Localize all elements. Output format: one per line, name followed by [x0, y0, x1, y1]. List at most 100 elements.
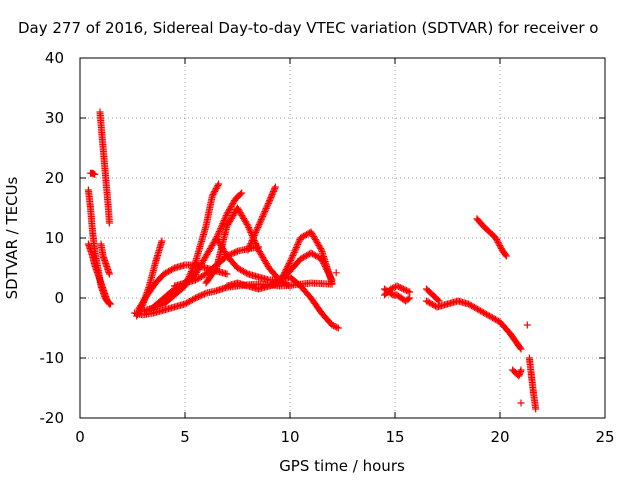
data-point-marker: [294, 240, 302, 248]
data-point-marker: [220, 216, 228, 224]
data-point-marker: [261, 208, 269, 216]
data-point-marker: [289, 252, 297, 260]
data-point-marker: [285, 260, 293, 267]
data-point-marker: [495, 240, 503, 248]
data-point-marker: [257, 217, 265, 225]
data-point-marker: [211, 188, 219, 195]
data-point-marker: [268, 192, 276, 200]
data-point-marker: [310, 251, 318, 259]
data-point-marker: [267, 194, 275, 201]
data-point-marker: [209, 191, 217, 198]
data-point-marker: [213, 183, 221, 191]
x-tick-label: 25: [595, 428, 614, 446]
data-point-marker: [196, 273, 204, 281]
data-point-marker: [286, 282, 294, 290]
data-point-marker: [160, 270, 168, 278]
data-point-marker: [256, 219, 264, 227]
data-point-marker: [477, 307, 484, 315]
data-point-marker: [163, 268, 171, 276]
data-point-marker: [481, 309, 489, 317]
x-tick-label: 20: [490, 428, 509, 446]
data-point-marker: [429, 300, 436, 308]
data-point-marker: [247, 240, 255, 248]
x-tick-label: 10: [280, 428, 299, 446]
data-point-marker: [297, 234, 304, 242]
data-point-marker: [317, 245, 325, 252]
data-point-marker: [133, 312, 141, 320]
data-point-marker: [227, 203, 235, 210]
y-tick-label: 40: [45, 49, 64, 67]
data-point-marker: [249, 235, 257, 243]
data-point-marker: [324, 267, 331, 275]
data-point-marker: [269, 188, 277, 195]
data-point-marker: [496, 242, 504, 249]
data-point-marker: [393, 282, 401, 290]
data-point-marker: [240, 267, 247, 275]
data-point-marker: [212, 265, 220, 273]
data-point-marker: [241, 268, 249, 276]
data-point-marker: [472, 304, 480, 312]
data-point-marker: [187, 297, 195, 305]
data-point-marker: [183, 299, 190, 307]
data-point-marker: [396, 284, 404, 291]
data-point-marker: [298, 233, 306, 241]
data-point-marker: [301, 231, 309, 239]
data-point-marker: [245, 224, 253, 232]
data-point-marker: [162, 269, 169, 277]
y-axis-label: SDTVAR / TECUs: [3, 176, 21, 299]
data-point-marker: [193, 275, 201, 283]
data-point-marker: [487, 313, 495, 321]
y-tick-label: 30: [45, 109, 64, 127]
data-point-marker: [260, 209, 268, 217]
data-point-marker: [243, 269, 250, 277]
data-point-marker: [388, 284, 396, 292]
data-point-marker: [303, 252, 310, 260]
data-point-marker: [293, 242, 301, 250]
data-point-marker: [297, 255, 304, 263]
data-point-marker: [312, 252, 319, 260]
data-point-marker: [158, 237, 166, 245]
data-point-marker: [307, 249, 315, 257]
data-point-marker: [469, 303, 477, 311]
data-point-marker: [287, 256, 295, 264]
data-point-marker: [245, 243, 253, 251]
data-point-marker: [229, 249, 237, 257]
y-tick-label: -10: [40, 349, 65, 367]
data-point-marker: [286, 258, 294, 266]
data-point-marker: [430, 301, 438, 309]
data-point-marker: [427, 300, 435, 308]
data-point-marker: [210, 189, 218, 197]
data-point-marker: [248, 238, 255, 246]
data-point-marker: [323, 266, 331, 273]
x-axis-label: GPS time / hours: [279, 457, 405, 475]
data-point-marker: [251, 230, 259, 238]
data-point-marker: [264, 200, 272, 208]
data-point-marker: [395, 283, 403, 291]
data-point-marker: [315, 253, 322, 261]
data-point-marker: [517, 366, 525, 374]
data-point-marker: [252, 227, 260, 235]
data-point-marker: [223, 210, 231, 218]
data-point-marker: [493, 236, 501, 243]
data-point-marker: [220, 218, 227, 226]
data-point-marker: [486, 312, 493, 320]
data-point-marker: [212, 185, 220, 192]
data-point-marker: [225, 207, 233, 215]
data-point-marker: [404, 295, 412, 303]
data-point-marker: [298, 254, 306, 262]
data-point-marker: [292, 245, 300, 253]
data-point-marker: [318, 257, 326, 264]
data-point-marker: [294, 239, 302, 247]
data-point-marker: [268, 280, 276, 288]
data-point-marker: [189, 264, 197, 272]
data-point-marker: [169, 265, 177, 273]
x-tick-label: 15: [385, 428, 404, 446]
data-point-marker: [235, 265, 243, 273]
data-point-marker: [304, 251, 312, 259]
data-point-marker: [265, 282, 273, 290]
data-point-marker: [434, 296, 442, 304]
data-point-marker: [254, 244, 262, 252]
data-point-marker: [133, 311, 141, 318]
data-point-marker: [246, 241, 254, 249]
